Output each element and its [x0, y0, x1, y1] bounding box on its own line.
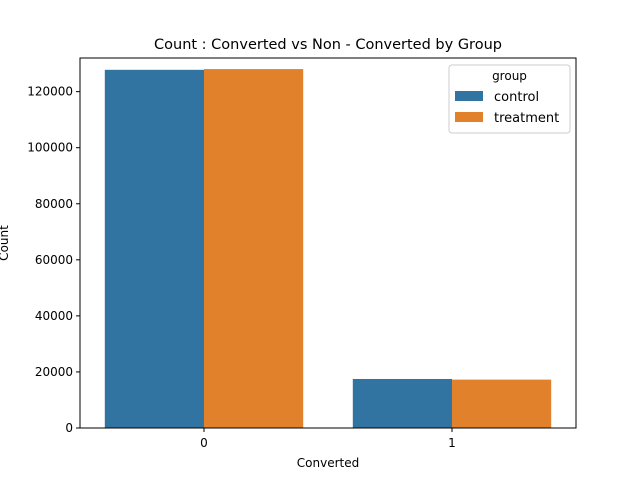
y-axis: 0 20000 40000 60000 80000 100000 120000: [27, 85, 80, 435]
y-tick-label: 80000: [35, 197, 73, 211]
legend-swatch-control: [455, 91, 483, 101]
legend-swatch-treatment: [455, 112, 483, 122]
y-axis-label: Count: [0, 225, 11, 261]
y-tick-label: 120000: [27, 85, 73, 99]
chart-title: Count : Converted vs Non - Converted by …: [154, 37, 502, 53]
y-tick-label: 0: [65, 421, 73, 435]
x-tick-label: 0: [200, 436, 208, 450]
bar-treatment-0: [204, 69, 304, 428]
plot-frame: [79, 57, 577, 429]
bar-control-0: [104, 69, 204, 429]
y-tick-label: 100000: [27, 141, 73, 155]
bar-control-1: [352, 378, 452, 428]
y-tick-label: 20000: [35, 365, 73, 379]
bar-treatment-1: [452, 379, 552, 428]
y-tick-label: 60000: [35, 253, 73, 267]
legend-title: group: [492, 69, 527, 83]
x-tick-label: 1: [448, 436, 456, 450]
legend: group control treatment: [448, 64, 571, 134]
legend-label-treatment: treatment: [494, 111, 559, 126]
x-axis-label: Converted: [297, 456, 359, 470]
bars-group: [104, 69, 552, 429]
y-tick-label: 40000: [35, 309, 73, 323]
legend-label-control: control: [494, 90, 539, 105]
